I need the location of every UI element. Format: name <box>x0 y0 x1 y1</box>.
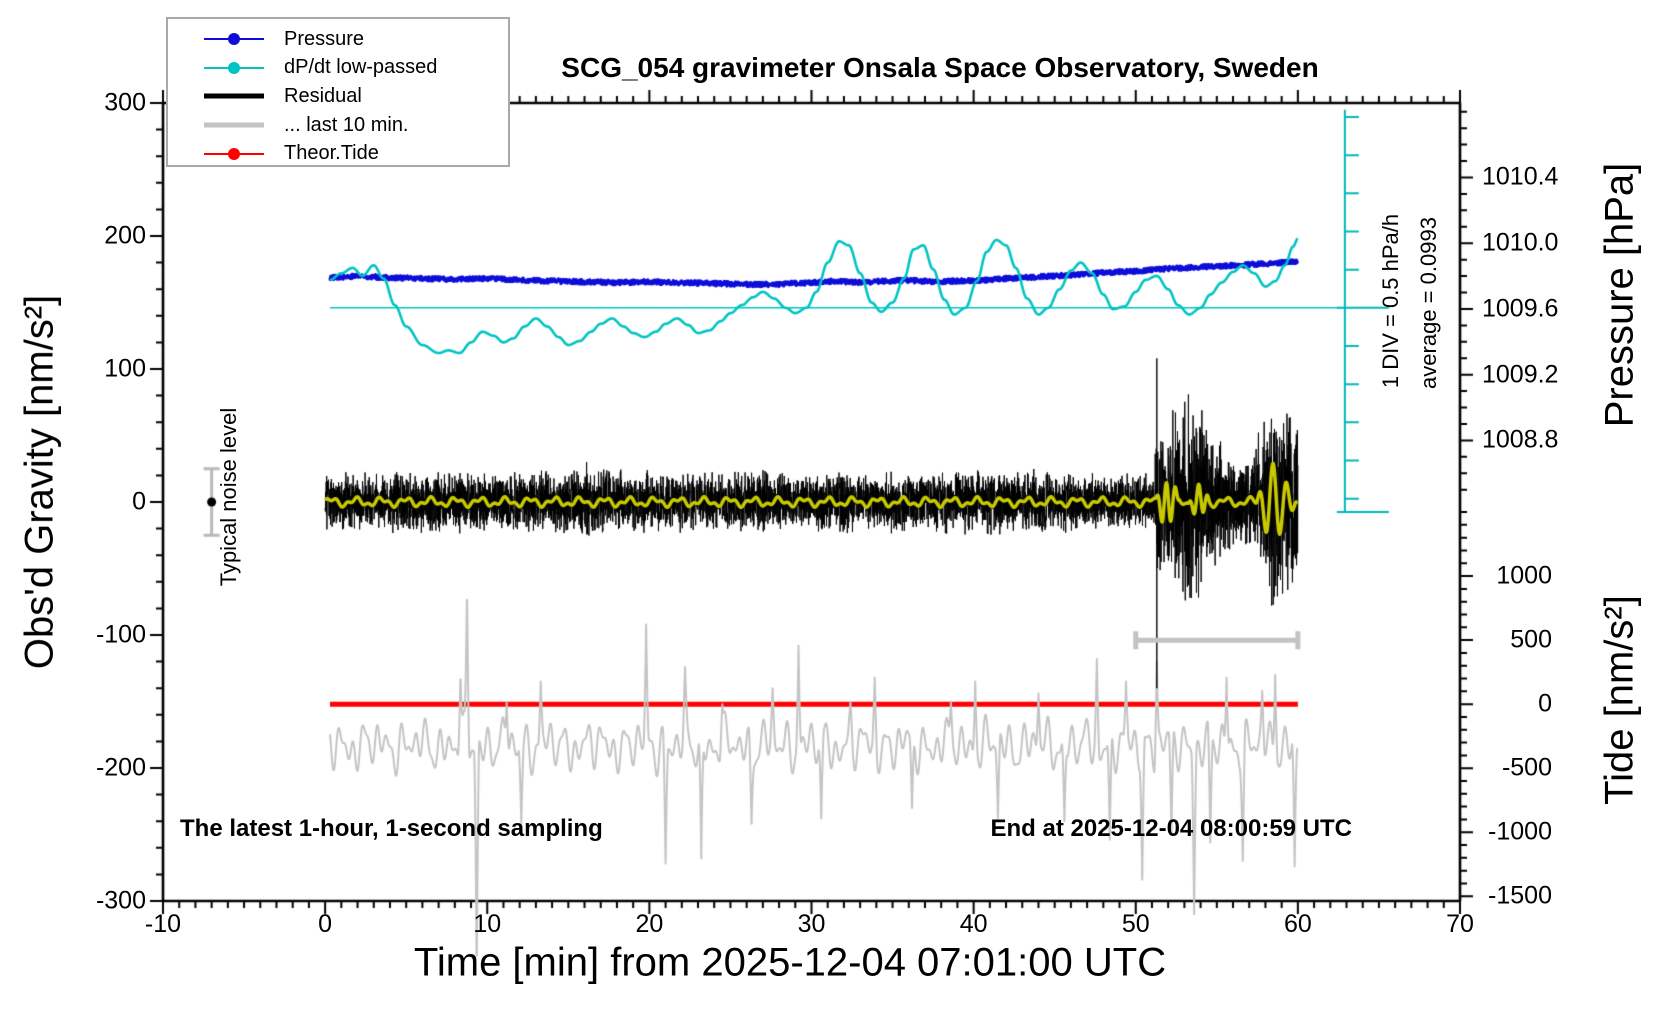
pressure-tick-label: 1008.8 <box>1482 425 1559 454</box>
x-tick-label: -10 <box>144 910 182 938</box>
div-scale-annotation: 1 DIV = 0.5 hPa/h <box>1378 213 1403 389</box>
pressure-tick-label: 1009.6 <box>1482 294 1559 323</box>
tide-tick-label: -1500 <box>1488 881 1552 910</box>
legend-entry-dp-dt-low-passed: dP/dt low-passed <box>168 54 508 83</box>
tide-axis-title: Tide [nm/s²] <box>1597 595 1642 805</box>
pressure-tick-label: 1009.2 <box>1482 360 1559 389</box>
gravity-tick-label: -100 <box>95 620 146 649</box>
pressure-tick-label: 1010.4 <box>1482 162 1559 191</box>
pressure-axis-title: Pressure [hPa] <box>1597 162 1642 428</box>
legend-dot <box>228 61 240 74</box>
x-tick-label: 50 <box>1121 910 1150 938</box>
chart-title: SCG_054 gravimeter Onsala Space Observat… <box>561 52 1319 83</box>
x-tick-label: 70 <box>1446 910 1474 938</box>
legend-dot <box>228 147 240 160</box>
pressure-tick-label: 1010.0 <box>1482 228 1559 257</box>
gravity-tick-label: 100 <box>104 354 146 383</box>
tide-tick-label: 1000 <box>1496 561 1552 590</box>
legend-dot <box>228 33 240 46</box>
gravity-tick-label: 200 <box>104 221 146 250</box>
legend-label: Theor.Tide <box>284 142 379 165</box>
end-time-note: End at 2025-12-04 08:00:59 UTC <box>990 815 1353 842</box>
gravity-tick-label: 300 <box>104 88 146 117</box>
sampling-note: The latest 1-hour, 1-second sampling <box>180 815 603 842</box>
legend-line-sample <box>204 33 264 46</box>
x-tick-label: 40 <box>959 910 988 938</box>
tide-tick-label: -1000 <box>1488 817 1552 846</box>
x-tick-label: 20 <box>635 910 664 938</box>
x-axis-title: Time [min] from 2025-12-04 07:01:00 UTC <box>413 940 1167 985</box>
x-tick-label: 60 <box>1283 910 1312 938</box>
x-tick-label: 0 <box>318 910 333 938</box>
legend-line-sample <box>204 147 264 160</box>
legend-label: Residual <box>284 84 362 107</box>
legend-label: dP/dt low-passed <box>284 56 438 79</box>
gravity-tick-label: -300 <box>95 886 146 915</box>
x-tick-label: 30 <box>797 910 826 938</box>
legend-line-sample <box>204 61 264 74</box>
x-tick-label: 10 <box>473 910 502 938</box>
gravity-tick-label: 0 <box>132 487 146 516</box>
legend-label: ... last 10 min. <box>284 113 409 136</box>
tide-tick-label: 500 <box>1510 625 1552 654</box>
left-axis-title: Obs'd Gravity [nm/s²] <box>17 294 62 670</box>
legend-label: Pressure <box>284 27 365 50</box>
legend: Pressure dP/dt low-passed Residual ... last… <box>166 17 510 167</box>
legend-line-sample <box>204 90 264 102</box>
legend-entry-pressure: Pressure <box>168 25 508 54</box>
noise-level-annotation: Typical noise level <box>216 407 241 587</box>
tide-tick-label: -500 <box>1501 753 1552 782</box>
legend-entry-theor-tide: Theor.Tide <box>168 139 508 168</box>
tide-tick-label: 0 <box>1538 689 1552 718</box>
gravity-tick-label: -200 <box>95 753 146 782</box>
legend-entry-residual: Residual <box>168 82 508 111</box>
average-annotation: average = 0.0993 <box>1416 217 1441 389</box>
legend-entry-last-10-min: ... last 10 min. <box>168 111 508 140</box>
legend-line-sample <box>204 119 264 131</box>
